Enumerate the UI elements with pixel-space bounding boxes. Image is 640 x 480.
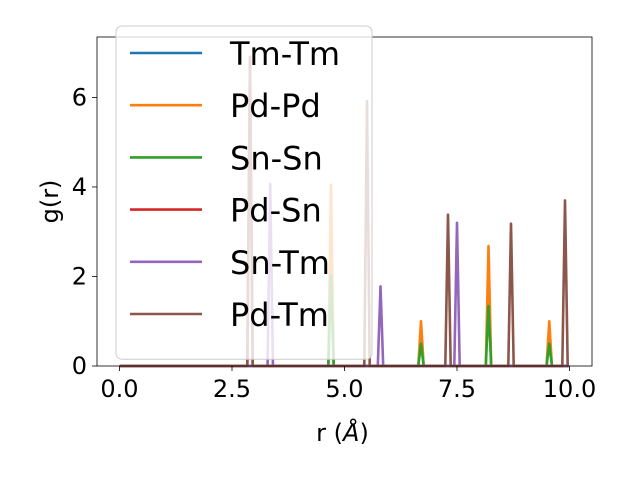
y-tick-label: 6 (72, 83, 87, 111)
y-tick-label: 4 (72, 173, 87, 201)
legend-box (115, 25, 373, 360)
x-tick-label: 2.5 (213, 375, 251, 403)
y-axis-label: g(r) (36, 180, 64, 224)
x-tick-label: 0.0 (100, 375, 138, 403)
x-tick-label: 5.0 (325, 375, 363, 403)
y-tick-label: 2 (72, 262, 87, 290)
legend-label: Sn-Sn (230, 139, 323, 177)
legend-label: Pd-Pd (230, 87, 321, 125)
legend-label: Tm-Tm (229, 35, 340, 73)
x-axis-label: r (Å) (316, 418, 369, 447)
x-tick-label: 10.0 (543, 375, 596, 403)
y-ticks: 0 2 4 6 (72, 83, 97, 380)
y-tick-label: 0 (72, 352, 87, 380)
legend: Tm-Tm Pd-Pd Sn-Sn Pd-Sn Sn-Tm Pd-Tm (115, 25, 373, 360)
x-ticks: 0.0 2.5 5.0 7.5 10.0 (100, 366, 596, 403)
legend-label: Sn-Tm (230, 244, 330, 282)
legend-label: Pd-Sn (230, 192, 322, 230)
x-tick-label: 7.5 (438, 375, 476, 403)
legend-label: Pd-Tm (230, 296, 329, 334)
